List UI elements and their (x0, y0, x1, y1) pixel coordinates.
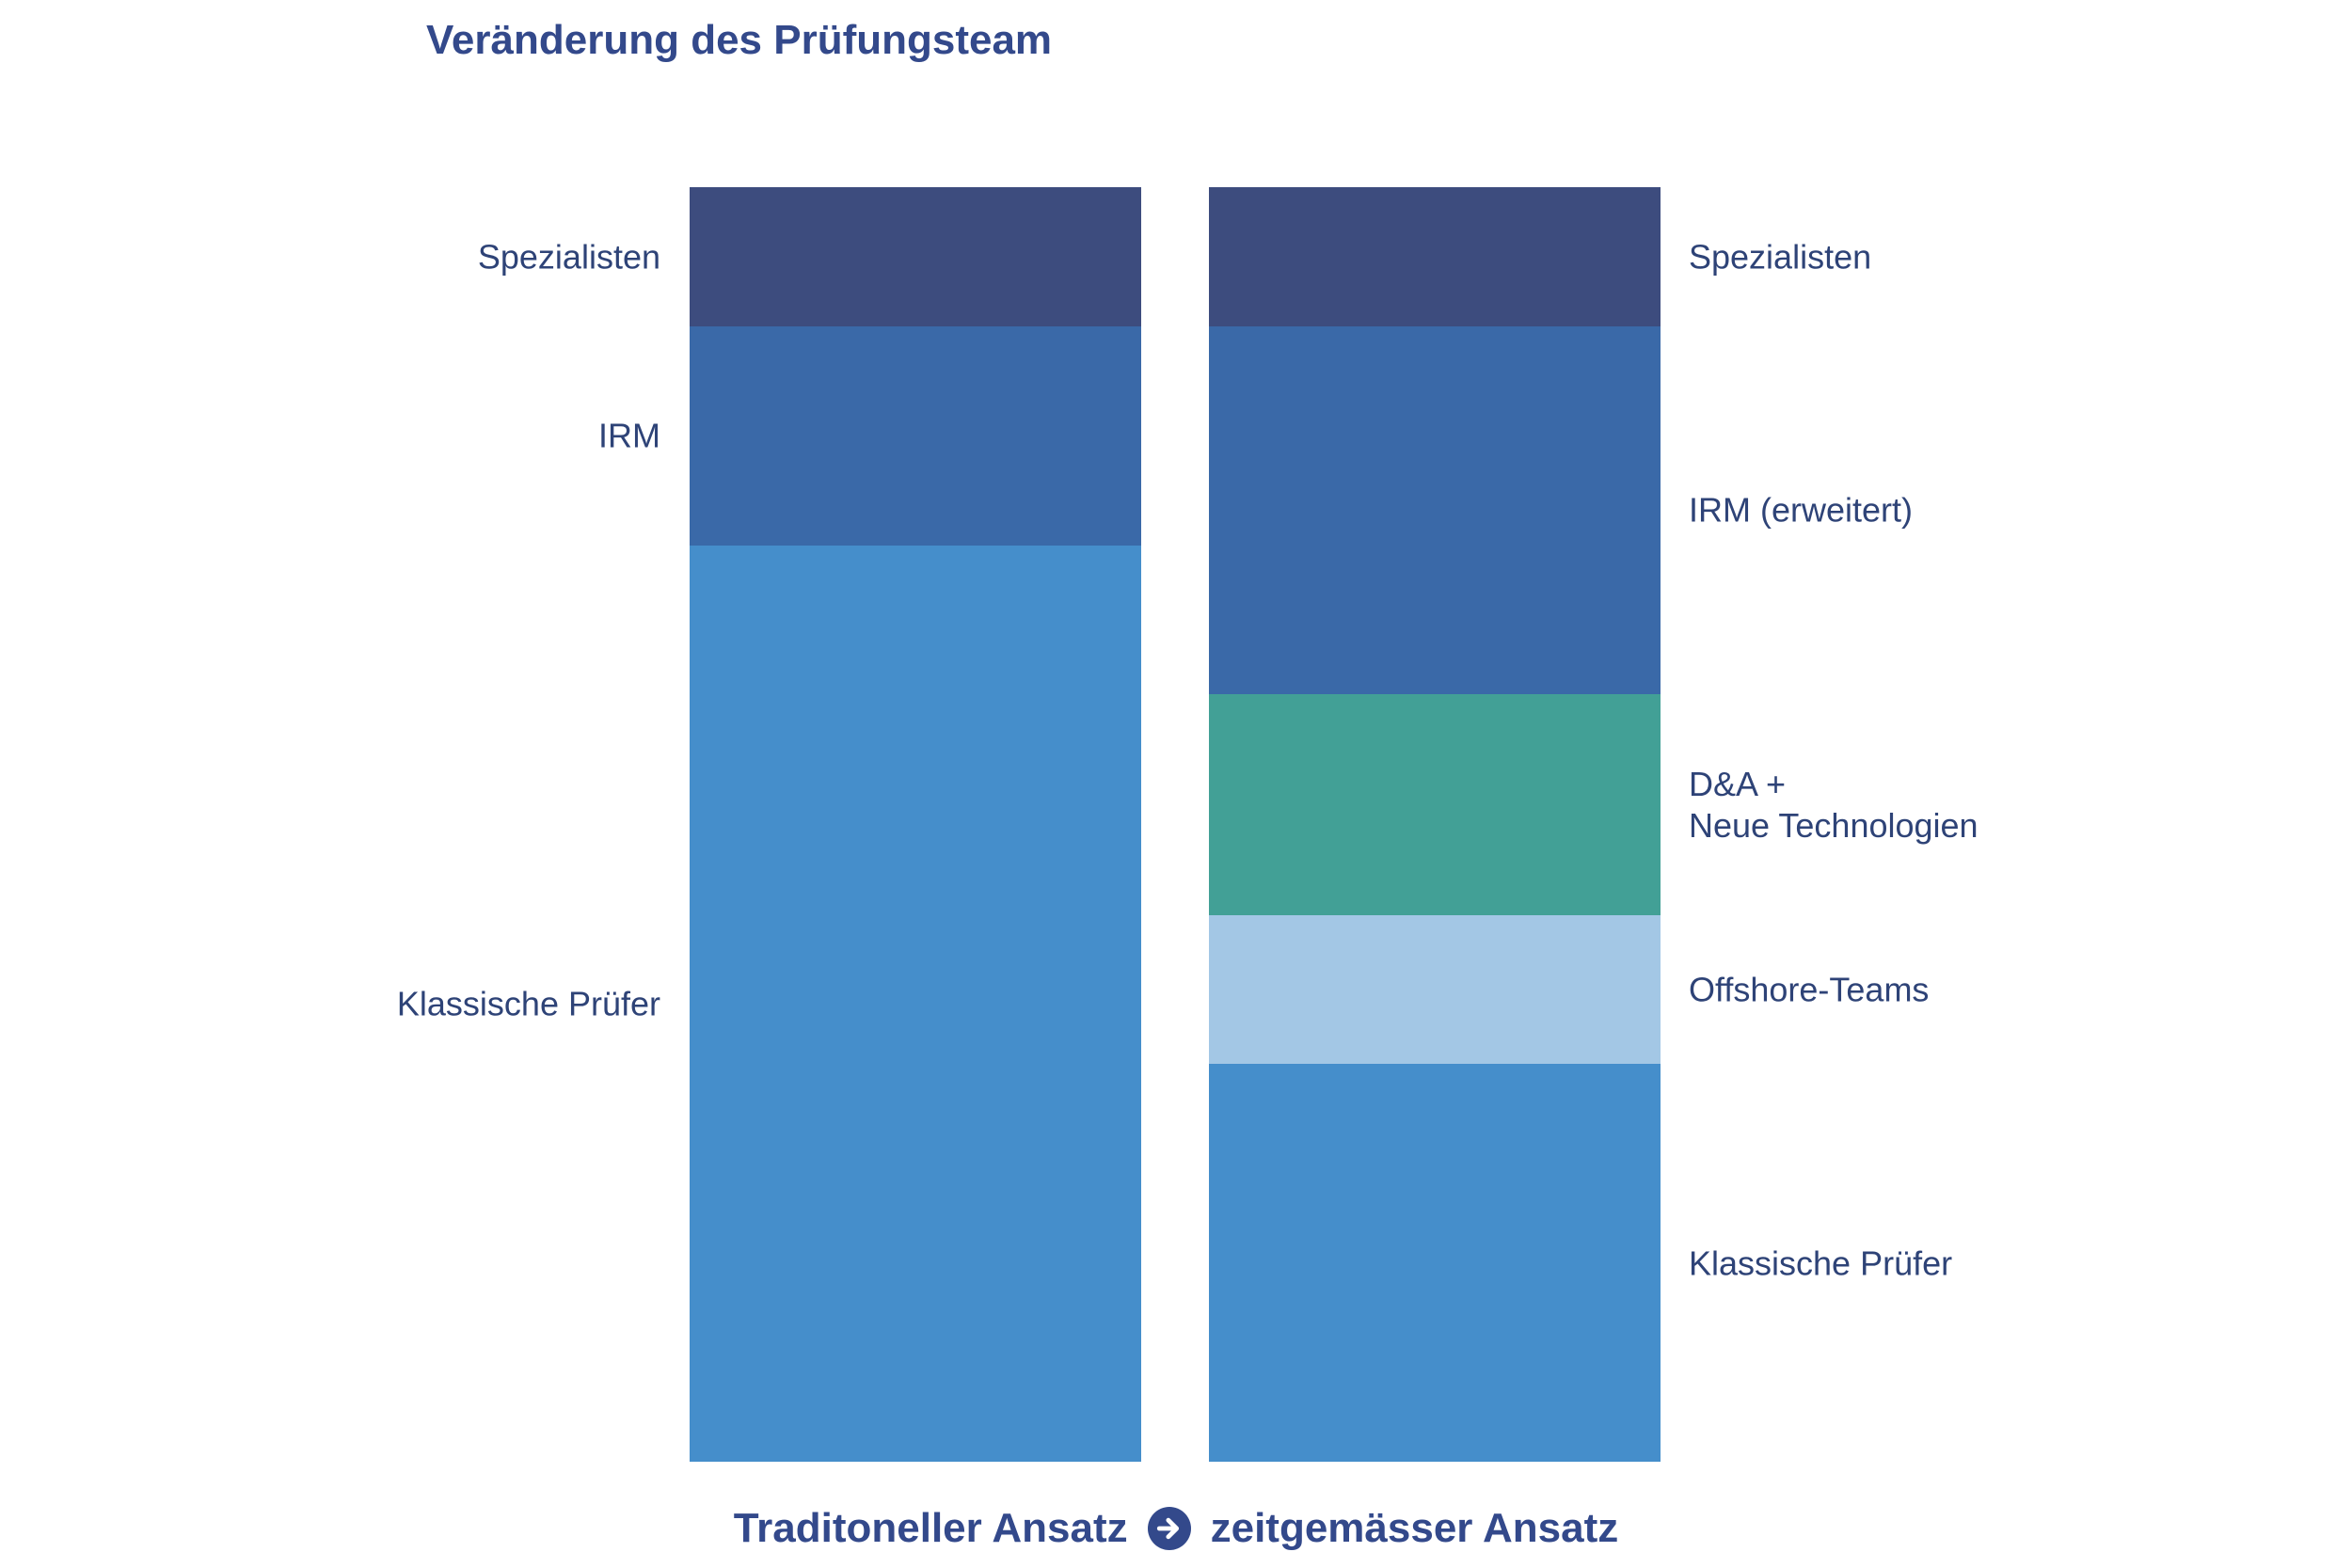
bar-modern-segment-klassische-prüfer (1209, 1064, 1661, 1462)
caption: Traditoneller Ansatz zeitgemässer Ansatz (0, 1503, 2352, 1554)
arrow-right-circle-icon (1147, 1507, 1191, 1550)
caption-traditional-label: Traditoneller Ansatz (733, 1505, 1128, 1551)
bar-traditional (690, 187, 1141, 1462)
label-traditional-klassische-prüfer: Klassische Prüfer (396, 984, 660, 1023)
label-traditional-irm: IRM (598, 416, 660, 455)
bar-modern-segment-spezialisten (1209, 187, 1661, 326)
bar-traditional-segment-irm (690, 325, 1141, 546)
label-modern-irm-erweitert: IRM (erweitert) (1689, 490, 1914, 530)
bar-traditional-segment-spezialisten (690, 187, 1141, 326)
caption-modern-label: zeitgemässer Ansatz (1210, 1505, 1619, 1551)
bar-modern-segment-offshore-teams (1209, 914, 1661, 1065)
label-modern-spezialisten: Spezialisten (1689, 237, 1872, 277)
label-modern-d-a-neue-technologien: D&A + Neue Technologien (1689, 765, 1979, 845)
chart-title: Veränderung des Prüfungsteam (426, 17, 1053, 63)
bar-modern-segment-d-a-neue-technologien (1209, 694, 1661, 915)
label-modern-klassische-prüfer: Klassische Prüfer (1689, 1243, 1953, 1283)
label-modern-offshore-teams: Offshore-Teams (1689, 970, 1930, 1009)
bar-modern-segment-irm-erweitert (1209, 325, 1661, 695)
bar-modern (1209, 187, 1661, 1462)
bar-traditional-segment-klassische-prüfer (690, 545, 1141, 1462)
label-traditional-spezialisten: Spezialisten (477, 237, 660, 277)
